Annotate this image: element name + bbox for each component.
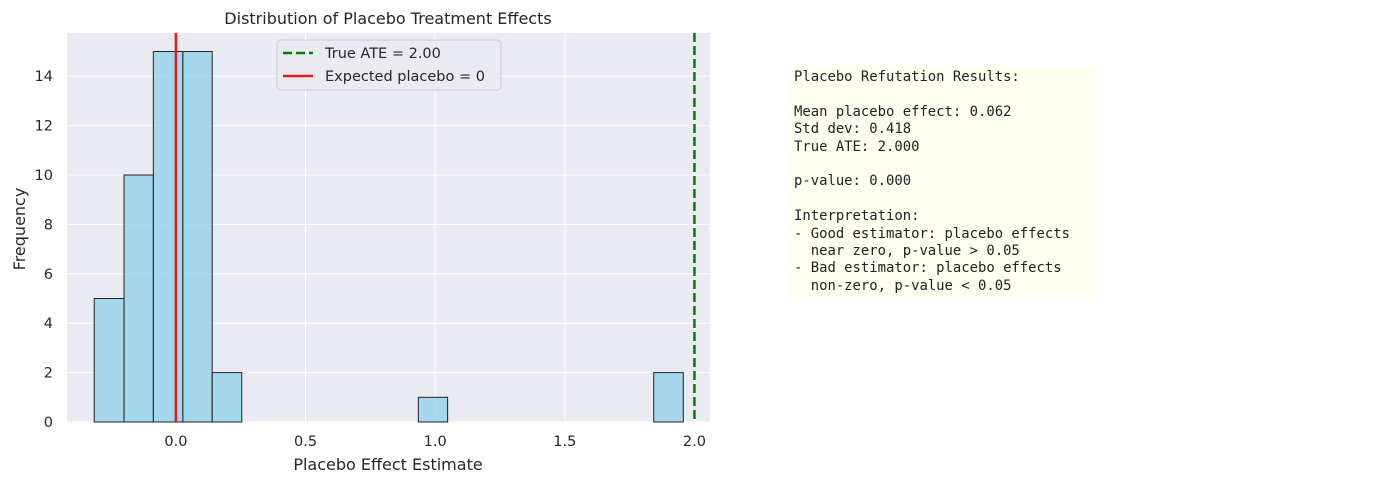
legend: True ATE = 2.00 Expected placebo = 0: [276, 39, 502, 91]
histogram-bar-0: [93, 298, 125, 423]
histogram-bar-4: [211, 372, 243, 423]
x-tick-label-1: 0.5: [294, 434, 317, 450]
y-tick-label-6: 12: [35, 119, 53, 135]
y-tick-label-5: 10: [35, 168, 53, 184]
results-line-9: - Good estimator: placebo effects: [794, 225, 1070, 242]
y-tick-label-0: 0: [44, 415, 53, 431]
results-line-6: p-value: 0.000: [794, 173, 912, 190]
results-line-2: Mean placebo effect: 0.062: [794, 103, 1012, 120]
y-tick-label-1: 2: [44, 366, 53, 382]
y-tick-label-3: 6: [44, 267, 53, 283]
x-axis-label: Placebo Effect Estimate: [293, 455, 482, 474]
results-line-8: Interpretation:: [794, 208, 920, 225]
x-tick-label-0: 0.0: [164, 434, 187, 450]
histogram-bar-6: [653, 372, 684, 423]
legend-label-expected-placebo: Expected placebo = 0: [325, 69, 485, 85]
results-line-5: [794, 156, 1094, 173]
chart-title: Distribution of Placebo Treatment Effect…: [224, 9, 551, 28]
histogram-bars: [93, 51, 684, 423]
legend-label-true-ate: True ATE = 2.00: [324, 46, 441, 62]
results-line-11: - Bad estimator: placebo effects: [794, 260, 1062, 277]
histogram-bar-2: [152, 51, 184, 423]
histogram-bar-5: [417, 396, 449, 423]
tick-labels: 0.0 0.5 1.0 1.5 2.0 0 2 4 6 8 10 12 14: [35, 69, 706, 450]
results-line-4: True ATE: 2.000: [794, 138, 920, 155]
x-tick-label-3: 1.5: [553, 434, 576, 450]
results-line-7: [794, 191, 1094, 208]
x-tick-label-4: 2.0: [683, 434, 706, 450]
results-line-0: Placebo Refutation Results:: [794, 69, 1020, 85]
y-tick-label-7: 14: [35, 69, 53, 85]
results-textbox: Placebo Refutation Results: Mean placebo …: [790, 67, 1098, 297]
results-line-12: non-zero, p-value < 0.05: [794, 277, 1012, 294]
reference-lines: [174, 33, 696, 422]
y-tick-label-4: 8: [44, 217, 53, 233]
results-line-1: [794, 86, 1094, 103]
histogram-bar-1: [123, 174, 154, 423]
results-line-3: Std dev: 0.418: [794, 121, 912, 138]
y-axis-label: Frequency: [10, 188, 29, 271]
histogram-bar-3: [182, 51, 213, 423]
x-tick-label-2: 1.0: [424, 434, 447, 450]
y-tick-label-2: 4: [44, 316, 53, 332]
results-line-10: near zero, p-value > 0.05: [794, 242, 1020, 259]
